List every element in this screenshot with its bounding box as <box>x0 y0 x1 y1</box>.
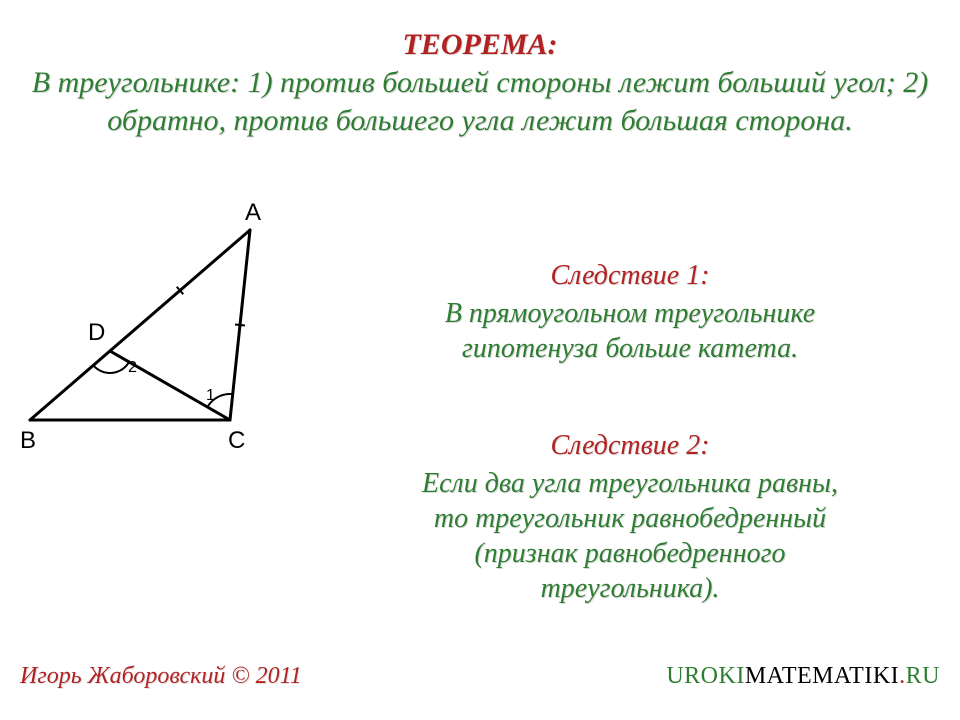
corollary-2-title: Следствие 2: <box>330 430 930 462</box>
svg-text:C: C <box>228 427 245 454</box>
svg-text:2: 2 <box>128 359 137 376</box>
corollary-1-body: В прямоугольном треугольнике гипотенуза … <box>330 296 930 366</box>
corollary-2-body: Если два угла треугольника равны, то тре… <box>330 466 930 606</box>
footer-author: Игорь Жаборовский © 2011 <box>20 663 302 690</box>
corollary-2: Следствие 2: Если два угла треугольника … <box>330 430 930 606</box>
triangle-diagram: 1 2 A B C D <box>10 200 310 460</box>
corollary-1-title: Следствие 1: <box>330 260 930 292</box>
svg-text:1: 1 <box>206 387 215 404</box>
theorem-body: В треугольнике: 1) против большей сторон… <box>0 64 960 139</box>
footer-site: UROKIMATEMATIKI.RU <box>666 663 940 690</box>
theorem-block: ТЕОРЕМА: В треугольнике: 1) против больш… <box>0 28 960 139</box>
theorem-title: ТЕОРЕМА: <box>0 28 960 62</box>
svg-text:D: D <box>88 319 105 346</box>
corollary-1: Следствие 1: В прямоугольном треугольник… <box>330 260 930 366</box>
footer-site-part2: MATEMATIKI <box>745 663 899 689</box>
footer-site-part4: RU <box>906 663 940 689</box>
footer-site-part1: UROKI <box>666 663 745 689</box>
svg-text:B: B <box>20 427 36 454</box>
svg-text:A: A <box>245 200 261 226</box>
